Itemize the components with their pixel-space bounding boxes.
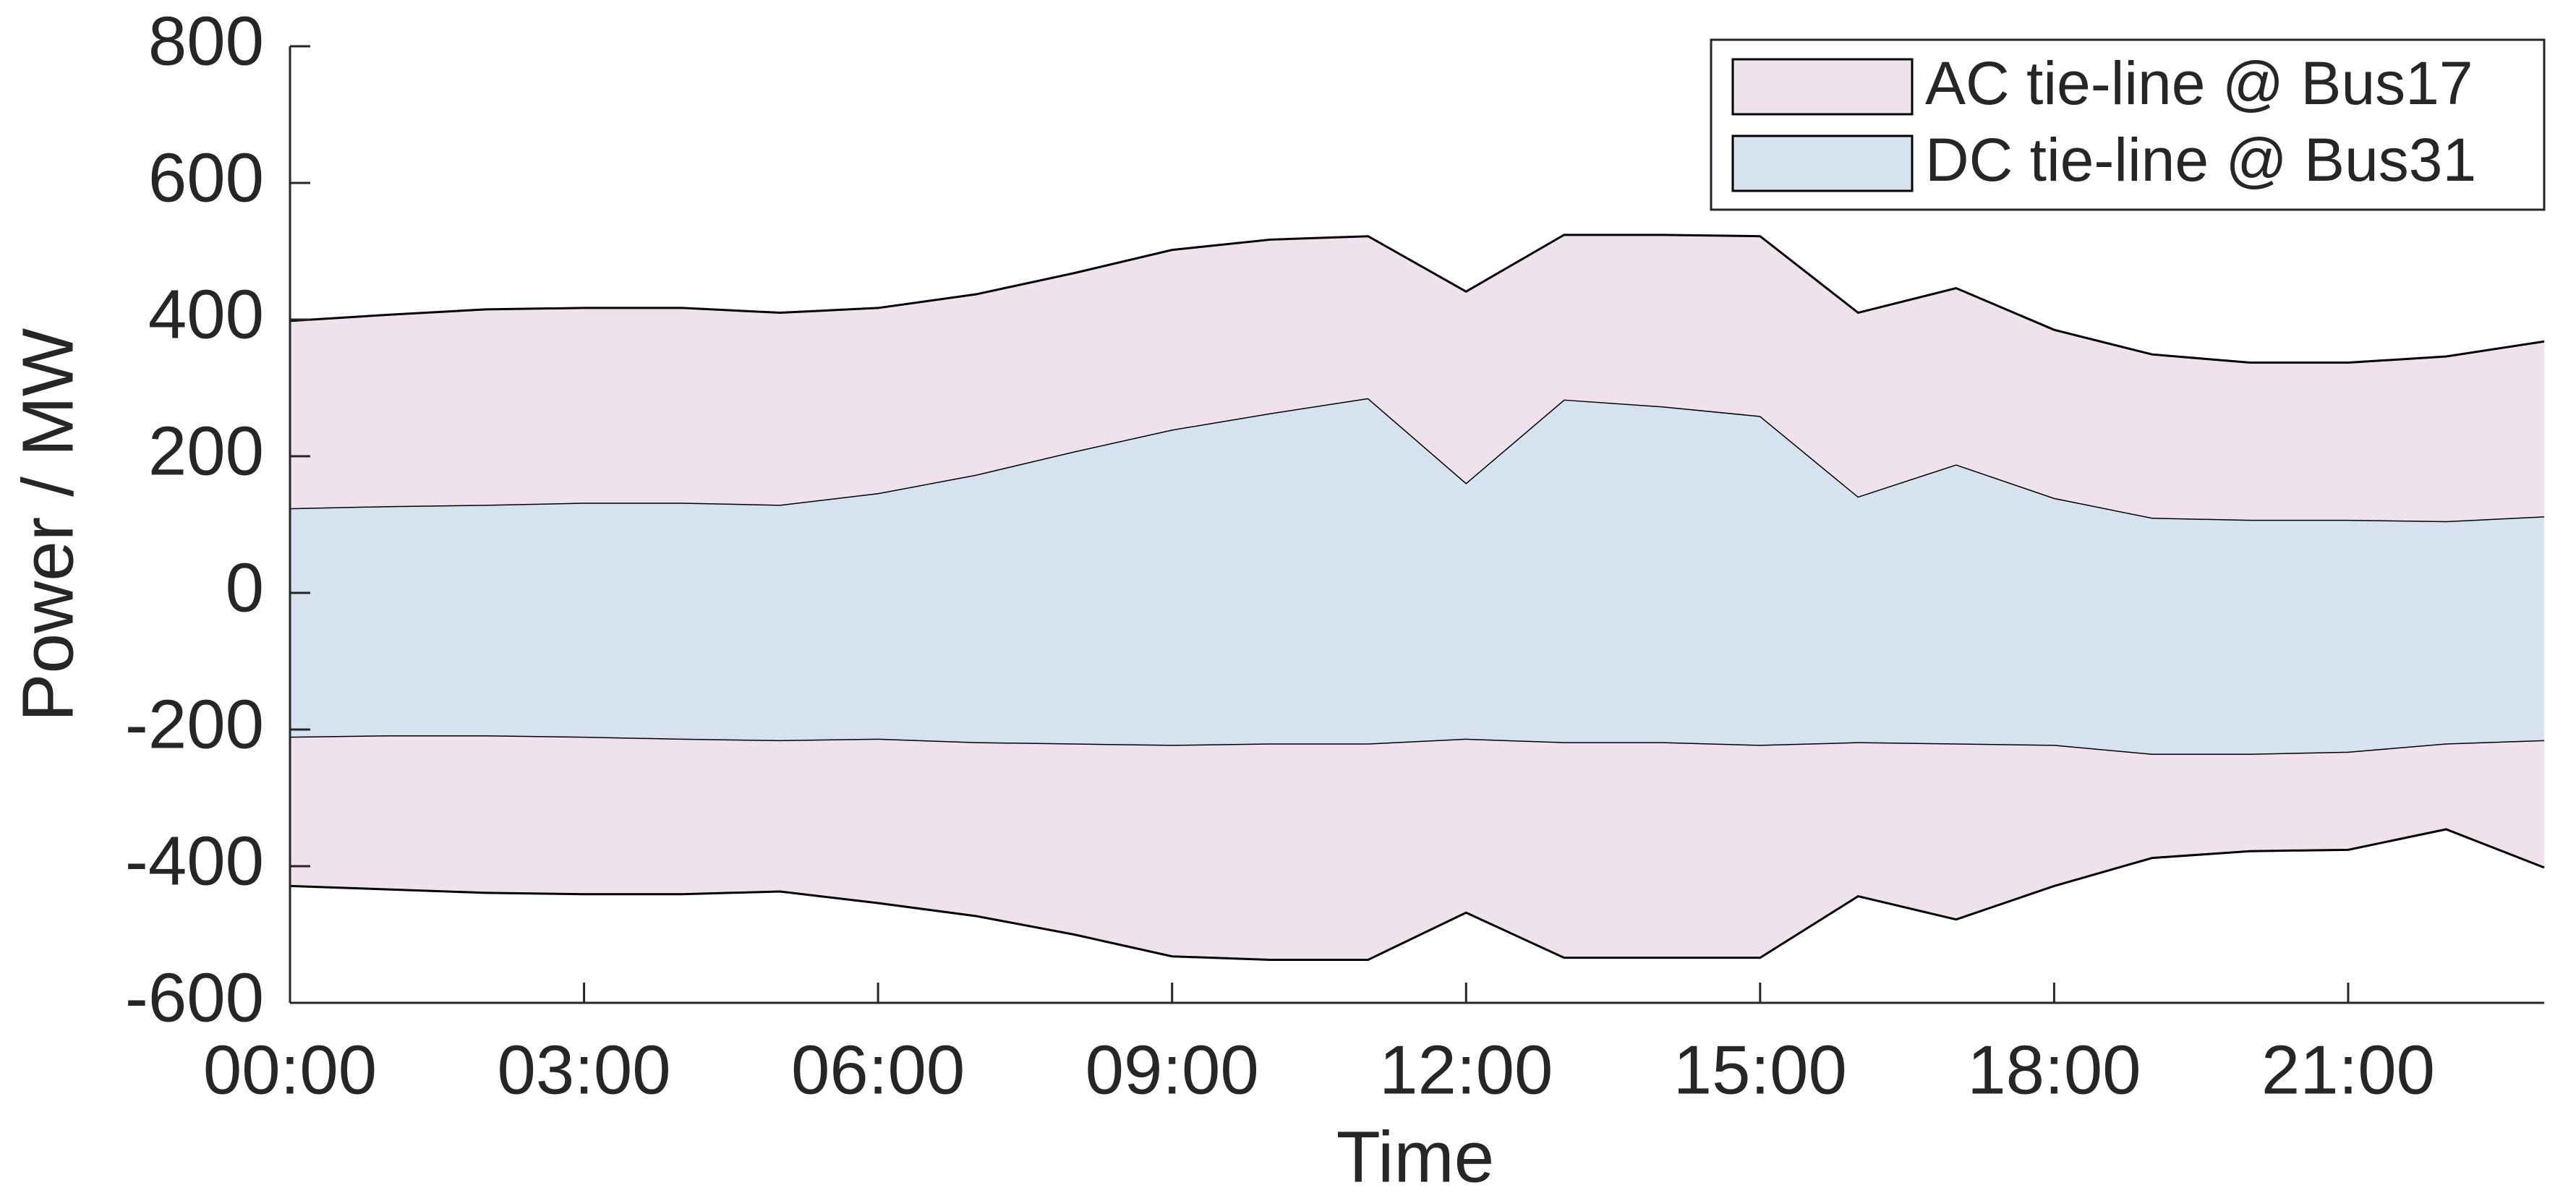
x-tick-label: 21:00 [2261, 1031, 2435, 1108]
y-tick-label: 0 [226, 549, 264, 626]
area [290, 398, 2544, 593]
y-tick-label: 200 [148, 412, 264, 489]
y-axis-label: Power / MW [7, 328, 88, 722]
y-tick-label: 400 [148, 275, 264, 353]
x-tick-label: 09:00 [1086, 1031, 1259, 1108]
x-tick-label: 06:00 [791, 1031, 965, 1108]
legend-label: DC tie-line @ Bus31 [1925, 126, 2476, 194]
area [290, 593, 2544, 755]
area [290, 736, 2544, 960]
area-edge [289, 828, 2545, 961]
x-axis-label: Time [1336, 1116, 1495, 1193]
area-edge [289, 234, 2545, 364]
y-tick-label: 600 [148, 139, 264, 216]
x-tick-label: 12:00 [1379, 1031, 1553, 1108]
area [290, 234, 2544, 521]
legend-label: AC tie-line @ Bus17 [1925, 49, 2473, 117]
legend-swatch [1731, 58, 1914, 116]
x-tick-label: 18:00 [1967, 1031, 2141, 1108]
x-tick-label: 15:00 [1673, 1031, 1847, 1108]
y-tick-label: -600 [125, 959, 264, 1036]
x-tick-label: 00:00 [203, 1031, 377, 1108]
legend-swatch [1731, 134, 1914, 192]
y-tick-label: -200 [125, 685, 264, 763]
x-tick-label: 03:00 [497, 1031, 670, 1108]
y-tick-label: 800 [148, 2, 264, 80]
y-tick-label: -400 [125, 822, 264, 899]
